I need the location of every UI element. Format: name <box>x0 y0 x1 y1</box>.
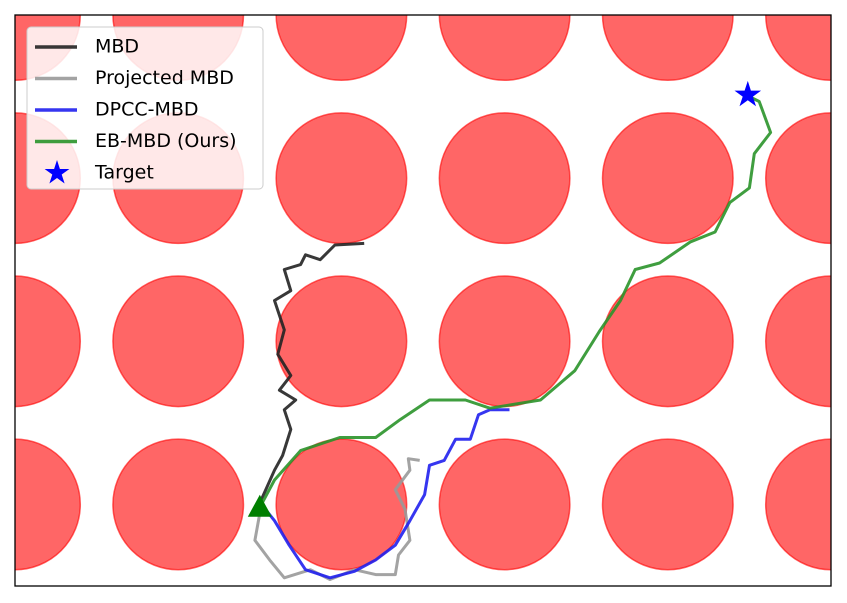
obstacle <box>764 112 831 245</box>
legend: MBD Projected MBD DPCC-MBD EB-MBD (Ours) Tar… <box>26 26 264 190</box>
legend-label: Projected MBD <box>95 67 234 89</box>
obstacle <box>601 275 734 408</box>
obstacle <box>275 275 408 408</box>
trajectory-line <box>260 408 510 580</box>
axes-frame <box>14 14 832 587</box>
legend-box <box>26 26 264 190</box>
trajectory-line <box>260 241 365 501</box>
obstacle <box>112 438 245 571</box>
legend-label: MBD <box>95 36 139 58</box>
legend-marker <box>44 160 70 184</box>
obstacle <box>438 15 571 82</box>
start-marker <box>247 494 272 517</box>
obstacle <box>764 275 831 408</box>
obstacle <box>275 15 408 82</box>
obstacle <box>112 275 245 408</box>
obstacle <box>275 438 408 571</box>
trajectory-line <box>253 457 420 581</box>
obstacle <box>601 438 734 571</box>
target-marker <box>734 80 762 107</box>
obstacle <box>764 438 831 571</box>
obstacle <box>15 275 82 408</box>
legend-label: EB-MBD (Ours) <box>95 130 237 152</box>
obstacle <box>438 112 571 245</box>
trajectory-line <box>260 95 773 506</box>
obstacle <box>438 438 571 571</box>
obstacle <box>601 15 734 82</box>
plot-area <box>15 15 831 581</box>
legend-label: DPCC-MBD <box>95 99 199 121</box>
obstacle <box>15 438 82 571</box>
obstacle <box>275 112 408 245</box>
obstacle <box>601 112 734 245</box>
obstacle <box>764 15 831 82</box>
obstacle <box>438 275 571 408</box>
legend-label: Target <box>94 162 154 184</box>
